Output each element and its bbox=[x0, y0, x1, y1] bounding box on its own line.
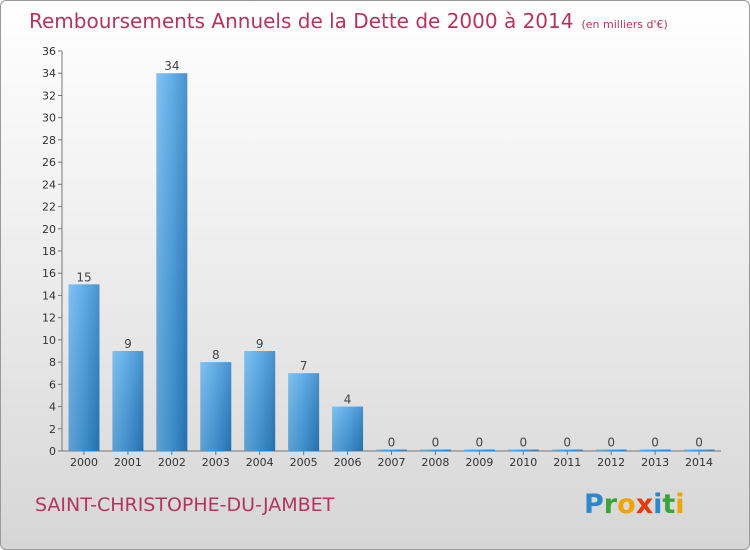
logo-letter: i bbox=[675, 489, 685, 520]
y-tick-label: 0 bbox=[49, 445, 56, 458]
bar-value-label: 9 bbox=[256, 337, 264, 351]
y-tick-label: 22 bbox=[42, 201, 56, 214]
y-tick-label: 18 bbox=[42, 245, 56, 258]
bar-shade bbox=[156, 73, 188, 451]
bar-value-label: 34 bbox=[164, 59, 179, 73]
x-tick-label: 2010 bbox=[509, 456, 537, 469]
proxiti-logo: Proxiti bbox=[584, 489, 685, 520]
commune-name: SAINT-CHRISTOPHE-DU-JAMBET bbox=[35, 494, 335, 516]
bar-value-label: 0 bbox=[695, 436, 703, 450]
y-tick-label: 24 bbox=[42, 178, 56, 191]
y-tick-label: 26 bbox=[42, 156, 56, 169]
x-tick-label: 2008 bbox=[421, 456, 449, 469]
logo-letter: i bbox=[653, 489, 663, 520]
bar-value-label: 9 bbox=[124, 337, 132, 351]
y-tick-label: 14 bbox=[42, 289, 56, 302]
y-tick-label: 30 bbox=[42, 112, 56, 125]
bar-shade bbox=[507, 449, 539, 451]
logo-letter: o bbox=[617, 489, 636, 520]
chart-title: Remboursements Annuels de la Dette de 20… bbox=[29, 9, 668, 33]
bar-value-label: 8 bbox=[212, 348, 220, 362]
chart-title-text: Remboursements Annuels de la Dette de 20… bbox=[29, 9, 574, 33]
y-tick-label: 4 bbox=[49, 401, 56, 414]
x-tick-label: 2009 bbox=[465, 456, 493, 469]
y-tick-label: 34 bbox=[42, 67, 56, 80]
bar-shade bbox=[376, 449, 407, 451]
y-tick-label: 20 bbox=[42, 223, 56, 236]
y-tick-label: 12 bbox=[42, 312, 56, 325]
logo-letter: t bbox=[662, 489, 676, 520]
bar-shade bbox=[200, 362, 232, 451]
bar-value-label: 0 bbox=[563, 436, 571, 450]
x-tick-label: 2001 bbox=[114, 456, 142, 469]
bar-shade bbox=[463, 449, 495, 451]
x-tick-label: 2014 bbox=[685, 456, 713, 469]
bar-shade bbox=[419, 449, 451, 451]
bar-value-label: 4 bbox=[344, 393, 352, 407]
bar-value-label: 0 bbox=[519, 436, 527, 450]
bar-value-label: 0 bbox=[476, 436, 484, 450]
bars bbox=[68, 73, 715, 451]
x-tick-label: 2013 bbox=[641, 456, 669, 469]
logo-letter: r bbox=[603, 489, 618, 520]
bar-shade bbox=[288, 373, 320, 451]
y-tick-label: 36 bbox=[42, 45, 56, 58]
bar-shade bbox=[683, 449, 715, 451]
x-tick-label: 2000 bbox=[70, 456, 98, 469]
bar-shade bbox=[595, 449, 627, 451]
bar-shade bbox=[551, 449, 583, 451]
data-labels: 15 9 34 8 9 7 4 0 0 0 0 0 0 0 0 bbox=[76, 59, 703, 449]
x-tick-label: 2003 bbox=[202, 456, 230, 469]
bar-shade bbox=[639, 449, 671, 451]
x-tick-label: 2002 bbox=[158, 456, 186, 469]
x-tick-label: 2007 bbox=[378, 456, 406, 469]
x-tick-label: 2012 bbox=[597, 456, 625, 469]
bar-value-label: 15 bbox=[76, 270, 91, 284]
logo-letter: P bbox=[584, 489, 604, 520]
x-tick-label: 2004 bbox=[246, 456, 274, 469]
bar-value-label: 0 bbox=[607, 436, 615, 450]
y-tick-label: 2 bbox=[49, 423, 56, 436]
x-tick-label: 2005 bbox=[290, 456, 318, 469]
logo-letter: x bbox=[635, 489, 654, 520]
y-tick-label: 16 bbox=[42, 267, 56, 280]
x-axis: 2000 2001 2002 2003 2004 2005 2006 2007 2008 2009… bbox=[62, 450, 721, 469]
bar-value-label: 0 bbox=[651, 436, 659, 450]
y-tick-label: 8 bbox=[49, 356, 56, 369]
bar-value-label: 0 bbox=[432, 436, 440, 450]
y-tick-label: 6 bbox=[49, 378, 56, 391]
x-tick-label: 2006 bbox=[334, 456, 362, 469]
bar-value-label: 0 bbox=[388, 436, 396, 450]
y-tick-label: 28 bbox=[42, 134, 56, 147]
y-tick-label: 10 bbox=[42, 334, 56, 347]
bar-shade bbox=[332, 406, 364, 451]
bar-shade bbox=[68, 284, 100, 451]
x-tick-label: 2011 bbox=[553, 456, 581, 469]
bar-shade bbox=[244, 351, 276, 451]
y-tick-label: 32 bbox=[42, 89, 56, 102]
bar-shade bbox=[112, 351, 144, 451]
chart-subtitle: (en milliers d'€) bbox=[581, 18, 668, 31]
bar-value-label: 7 bbox=[300, 359, 308, 373]
